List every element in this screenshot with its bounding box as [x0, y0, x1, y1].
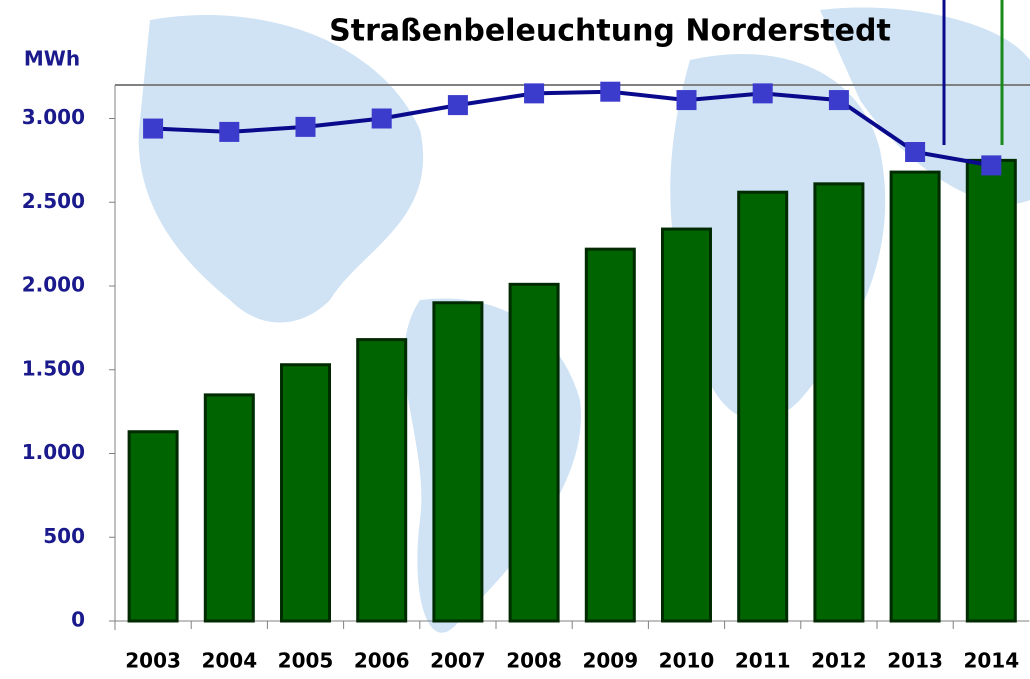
marker — [981, 155, 1002, 176]
chart-title: Straßenbeleuchtung Norderstedt — [329, 14, 891, 49]
marker — [143, 118, 164, 139]
x-tick-label: 2006 — [354, 649, 410, 673]
y-tick-label: 1.000 — [22, 440, 85, 464]
x-tick-label: 2011 — [735, 649, 791, 673]
bar — [203, 393, 255, 623]
bar — [661, 227, 712, 623]
x-tick-label: 2009 — [582, 649, 638, 673]
marker — [447, 95, 468, 116]
marker — [905, 142, 926, 162]
y-tick-label: 500 — [43, 524, 85, 548]
bar — [965, 158, 1017, 623]
bar — [584, 247, 636, 623]
x-tick-label: 2003 — [125, 649, 181, 673]
line — [153, 89, 992, 168]
x-tick-label: 2010 — [659, 649, 715, 673]
marker — [828, 90, 849, 111]
bar — [813, 182, 865, 623]
x-tick-label: 2014 — [963, 649, 1019, 673]
bar — [889, 170, 941, 623]
x-tick-label: 2005 — [278, 649, 334, 673]
y-tick-label: 3.000 — [22, 105, 85, 129]
y-axis-label: MWh — [24, 47, 80, 71]
marker — [295, 116, 316, 137]
x-tick-label: 2008 — [506, 649, 562, 673]
y-tick-label: 2.000 — [22, 273, 85, 297]
x-tick-label: 2007 — [430, 649, 486, 673]
marker — [600, 81, 621, 102]
bar — [127, 430, 179, 623]
marker — [219, 121, 240, 142]
x-tick-label: 2013 — [887, 649, 943, 673]
bar — [432, 301, 484, 623]
y-tick-label: 1.500 — [22, 356, 85, 380]
bar — [737, 190, 789, 623]
bar — [280, 363, 331, 623]
x-tick-label: 2004 — [201, 649, 257, 673]
x-tick-label: 2012 — [811, 649, 867, 673]
marker — [752, 83, 773, 104]
marker — [524, 83, 545, 104]
bar — [356, 338, 408, 623]
y-tick-label: 2.500 — [22, 189, 85, 213]
marker — [676, 90, 697, 111]
marker — [371, 108, 392, 129]
bar — [508, 282, 560, 623]
y-tick-label: 0 — [71, 608, 85, 632]
